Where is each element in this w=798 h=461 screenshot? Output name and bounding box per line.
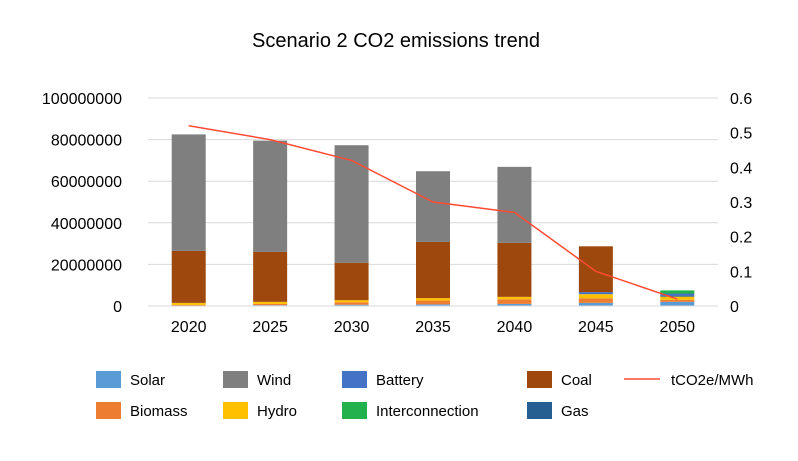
bar-segment-solar-2050	[660, 302, 694, 306]
legend-swatch-hydro	[223, 402, 248, 419]
bar-segment-biomass-2025	[253, 304, 287, 305]
bar-segment-battery-2045	[579, 292, 613, 294]
chart-title: Scenario 2 CO2 emissions trend	[252, 30, 540, 52]
bar-segment-interconnection-2050	[660, 290, 694, 293]
legend-label-hydro: Hydro	[257, 403, 297, 420]
y-left-tick-label: 0	[113, 299, 122, 316]
axes-group: 0 20000000 40000000 60000000 80000000 1000000…	[42, 91, 752, 336]
bar-segment-biomass-2040	[497, 299, 531, 304]
bar-segment-wind-2025	[253, 141, 287, 252]
legend-label-battery: Battery	[376, 372, 424, 389]
bar-segment-hydro-2045	[579, 294, 613, 298]
y-left-tick-label: 40000000	[51, 216, 122, 233]
bar-segment-coal-2030	[335, 263, 369, 300]
legend-label-coal: Coal	[561, 372, 592, 389]
legend-label-gas: Gas	[561, 403, 589, 420]
y-right-tick-label: 0.2	[730, 230, 752, 247]
x-tick-label: 2050	[659, 319, 695, 336]
y-left-tick-label: 60000000	[51, 174, 122, 191]
legend-label-tco2e-mwh: tCO2e/MWh	[671, 372, 754, 389]
bar-segment-hydro-2050	[660, 297, 694, 300]
x-tick-label: 2045	[578, 319, 614, 336]
legend-label-solar: Solar	[130, 372, 165, 389]
x-tick-label: 2030	[334, 319, 370, 336]
y-right-tick-label: 0.3	[730, 195, 752, 212]
bar-segment-coal-2040	[497, 243, 531, 297]
x-tick-label: 2025	[252, 319, 288, 336]
legend-label-wind: Wind	[257, 372, 291, 389]
y-right-tick-label: 0.4	[730, 160, 752, 177]
bar-segment-biomass-2045	[579, 298, 613, 303]
bar-segment-wind-2020	[172, 134, 206, 250]
bar-segment-biomass-2035	[416, 301, 450, 305]
legend-swatch-battery	[342, 371, 367, 388]
bar-segment-coal-2035	[416, 242, 450, 298]
bar-segment-wind-2030	[335, 145, 369, 263]
legend-swatch-gas	[527, 402, 552, 419]
legend-label-biomass: Biomass	[130, 403, 188, 420]
y-right-tick-label: 0.1	[730, 264, 752, 281]
bar-segment-coal-2025	[253, 252, 287, 302]
y-right-tick-label: 0	[730, 299, 739, 316]
legend: Solar Wind Battery Coal tCO2e/MWh Biomass Hydr…	[96, 371, 754, 420]
bars-group	[172, 134, 695, 306]
y-left-tick-label: 20000000	[51, 257, 122, 274]
bar-segment-biomass-2050	[660, 300, 694, 302]
bar-segment-hydro-2040	[497, 297, 531, 299]
bar-segment-hydro-2035	[416, 298, 450, 300]
bar-segment-hydro-2020	[172, 303, 206, 305]
legend-label-interconnection: Interconnection	[376, 403, 479, 420]
legend-swatch-coal	[527, 371, 552, 388]
y-right-tick-label: 0.6	[730, 91, 752, 108]
bar-segment-wind-2035	[416, 171, 450, 242]
bar-segment-biomass-2030	[335, 302, 369, 304]
legend-swatch-solar	[96, 371, 121, 388]
bar-segment-coal-2020	[172, 251, 206, 303]
bar-segment-hydro-2025	[253, 302, 287, 304]
legend-swatch-interconnection	[342, 402, 367, 419]
x-tick-label: 2020	[171, 319, 207, 336]
bar-segment-hydro-2030	[335, 300, 369, 302]
legend-swatch-biomass	[96, 402, 121, 419]
y-right-tick-label: 0.5	[730, 126, 752, 143]
y-left-tick-label: 80000000	[51, 133, 122, 150]
bar-segment-wind-2040	[497, 167, 531, 243]
bar-segment-biomass-2020	[172, 305, 206, 306]
x-tick-label: 2035	[415, 319, 451, 336]
legend-swatch-wind	[223, 371, 248, 388]
x-tick-label: 2040	[497, 319, 533, 336]
bar-segment-coal-2045	[579, 246, 613, 292]
y-left-tick-label: 100000000	[42, 91, 122, 108]
